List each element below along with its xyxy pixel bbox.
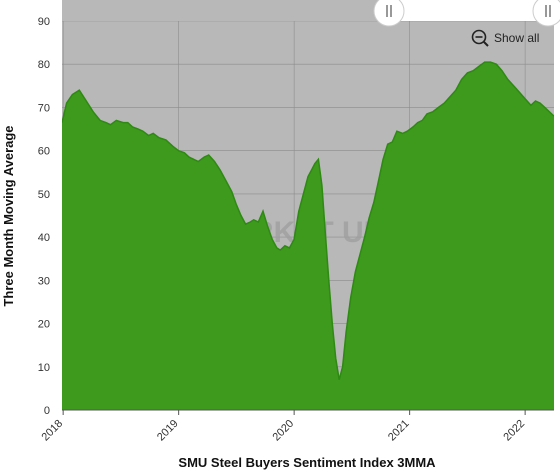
x-tick-label: 2018 xyxy=(39,418,65,444)
zoom-out-icon xyxy=(471,29,489,47)
series-line xyxy=(62,61,554,380)
y-tick-label: 70 xyxy=(38,102,50,114)
y-tick-label: 90 xyxy=(38,16,50,28)
range-slider-handle-left[interactable] xyxy=(373,0,405,27)
y-tick-label: 20 xyxy=(38,319,50,331)
range-slider-handle-right[interactable] xyxy=(532,0,560,27)
show-all-label: Show all xyxy=(494,31,539,45)
y-tick-label: 80 xyxy=(38,59,50,71)
show-all-button[interactable]: Show all xyxy=(471,29,540,47)
y-tick-label: 40 xyxy=(38,232,50,244)
x-tick-label: 2021 xyxy=(386,418,412,444)
series-area xyxy=(62,62,554,410)
y-tick-label: 0 xyxy=(44,405,50,417)
y-axis-title: Three Month Moving Average xyxy=(1,125,16,306)
x-axis-title: SMU Steel Buyers Sentiment Index 3MMA xyxy=(178,455,436,470)
area-layer xyxy=(62,61,554,410)
y-tick-label: 50 xyxy=(38,189,50,201)
x-tick-label: 2019 xyxy=(155,418,181,444)
y-tick-label: 30 xyxy=(38,275,50,287)
y-tick-label: 10 xyxy=(38,362,50,374)
y-tick-label: 60 xyxy=(38,146,50,158)
x-tick-label: 2020 xyxy=(270,418,296,444)
range-slider-selected[interactable] xyxy=(389,0,554,21)
x-tick-label: 2022 xyxy=(501,418,527,444)
range-slider[interactable] xyxy=(62,0,560,27)
